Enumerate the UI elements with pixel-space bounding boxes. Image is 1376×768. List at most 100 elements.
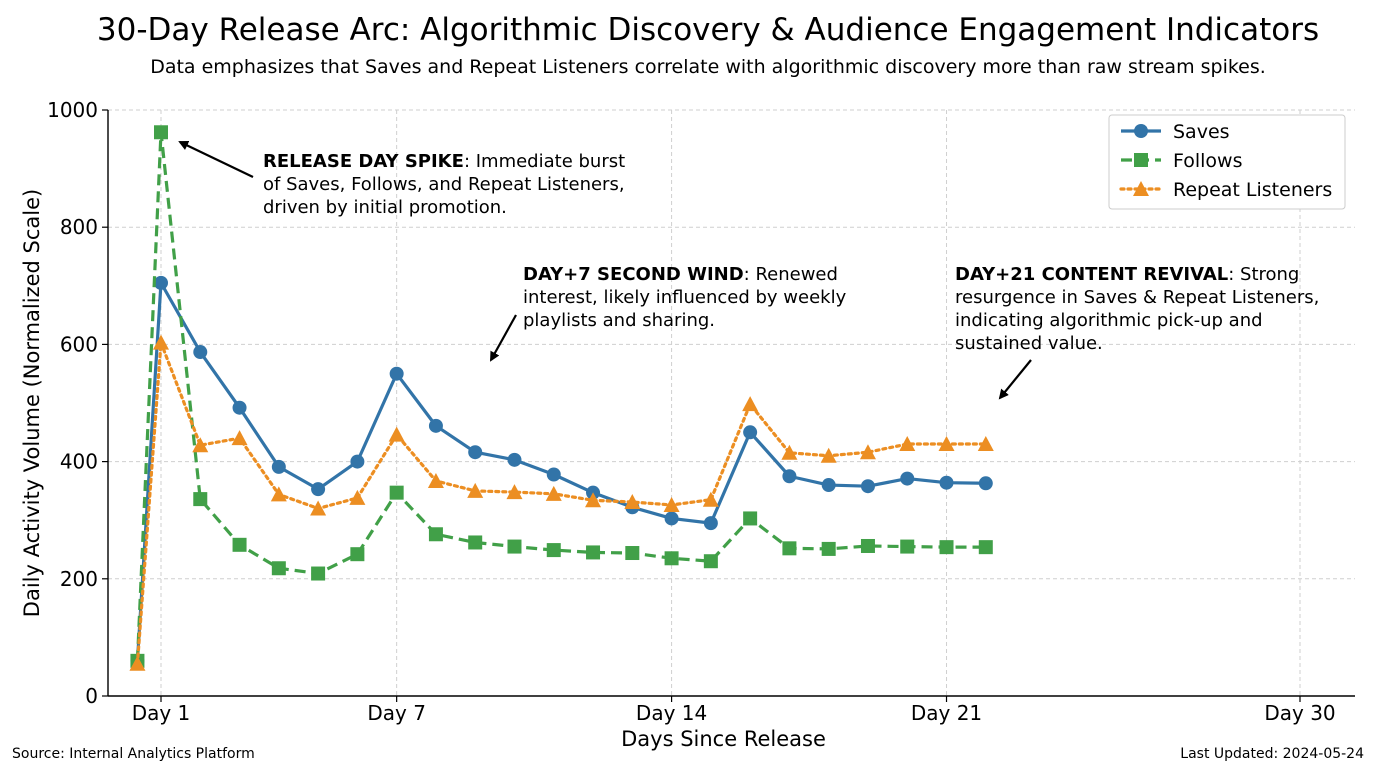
annotation-text: RELEASE DAY SPIKE: Immediate burst of Sav… — [263, 151, 625, 218]
legend-swatch-marker — [1134, 153, 1148, 167]
data-point-repeat-listeners — [859, 444, 876, 460]
data-point-saves — [389, 366, 404, 381]
data-point-follows — [703, 554, 718, 569]
data-point-follows — [978, 540, 993, 555]
data-point-follows — [586, 545, 601, 560]
last-updated-note: Last Updated: 2024-05-24 — [1180, 746, 1364, 762]
data-point-repeat-listeners — [129, 655, 146, 671]
data-point-saves — [664, 511, 679, 526]
data-point-repeat-listeners — [153, 334, 169, 350]
y-tick-label: 1000 — [47, 98, 98, 122]
annotation-title: DAY+21 CONTENT REVIVAL — [955, 264, 1228, 285]
chart-title: 30-Day Release Arc: Algorithmic Discover… — [96, 12, 1320, 48]
data-point-saves — [311, 482, 326, 497]
series — [129, 125, 994, 671]
legend-swatch-marker — [1133, 181, 1149, 196]
data-point-follows — [743, 511, 758, 526]
x-axis-label: Days Since Release — [621, 727, 826, 751]
x-tick-label: Day 30 — [1264, 701, 1335, 725]
data-point-saves — [507, 452, 522, 467]
data-point-saves — [546, 467, 561, 482]
annotation-title: RELEASE DAY SPIKE — [263, 151, 464, 172]
data-point-follows — [939, 540, 954, 555]
annotation-content-revival: DAY+21 CONTENT REVIVAL: Strong resurgence… — [955, 264, 1319, 400]
axes: 0 200 400 600 800 1000 Day 1 Day 7 Day 14 Day 21 D… — [20, 98, 1355, 751]
annotation-line: : Immediate burst — [464, 151, 625, 172]
legend-swatch-marker — [1134, 124, 1148, 138]
data-point-saves — [428, 418, 443, 433]
data-point-repeat-listeners — [270, 486, 287, 502]
legend-item-repeat-listeners: Repeat Listeners — [1119, 179, 1332, 201]
annotation-arrow — [490, 314, 517, 362]
annotation-line: driven by initial promotion. — [263, 197, 507, 218]
data-point-repeat-listeners — [192, 437, 209, 453]
series-saves — [130, 275, 993, 668]
data-point-saves — [978, 476, 993, 491]
source-note: Source: Internal Analytics Platform — [12, 746, 255, 762]
annotation-arrow — [178, 140, 254, 178]
data-point-saves — [232, 400, 247, 415]
annotation-title: DAY+7 SECOND WIND — [523, 264, 744, 285]
data-point-saves — [193, 345, 208, 360]
annotation-line: interest, likely influenced by weekly — [523, 287, 847, 308]
data-point-repeat-listeners — [899, 436, 916, 452]
data-point-repeat-listeners — [820, 447, 837, 463]
annotation-arrow — [998, 359, 1032, 400]
annotation-text: DAY+21 CONTENT REVIVAL: Strong resurgence… — [955, 264, 1319, 354]
data-point-repeat-listeners — [624, 494, 641, 510]
series-line-repeat-listeners — [135, 341, 988, 666]
data-point-repeat-listeners — [742, 396, 759, 412]
data-point-follows — [389, 485, 404, 500]
x-tick-label: Day 14 — [636, 701, 707, 725]
data-point-repeat-listeners — [938, 436, 955, 452]
data-point-follows — [232, 537, 247, 552]
data-point-saves — [271, 459, 286, 474]
annotation-line: sustained value. — [955, 333, 1103, 354]
legend-label: Follows — [1173, 150, 1243, 172]
data-point-follows — [507, 539, 522, 554]
data-point-repeat-listeners — [585, 492, 602, 508]
data-point-follows — [468, 535, 483, 550]
y-tick-label: 0 — [85, 684, 98, 708]
data-point-follows — [546, 543, 561, 558]
data-point-saves — [782, 469, 797, 484]
data-point-follows — [900, 539, 915, 554]
data-point-saves — [350, 454, 365, 469]
data-point-follows — [311, 566, 326, 581]
series-follows — [130, 125, 993, 668]
annotation-second-wind: DAY+7 SECOND WIND: Renewed interest, like… — [490, 264, 847, 362]
data-point-repeat-listeners — [663, 496, 680, 512]
data-point-saves — [939, 475, 954, 490]
data-point-repeat-listeners — [545, 485, 562, 501]
data-point-repeat-listeners — [467, 482, 484, 498]
legend-label: Repeat Listeners — [1173, 179, 1332, 201]
legend-box — [1108, 114, 1346, 210]
legend: Saves Follows Repeat Listeners — [1108, 114, 1346, 210]
series-repeat-listeners — [129, 334, 994, 671]
annotation-line: playlists and sharing. — [523, 310, 715, 331]
data-point-repeat-listeners — [349, 489, 366, 505]
x-tick-label: Day 21 — [911, 701, 982, 725]
data-point-follows — [350, 547, 365, 562]
data-point-follows — [271, 561, 286, 576]
data-point-follows — [782, 541, 797, 556]
data-point-follows — [193, 492, 208, 507]
data-point-follows — [860, 538, 875, 553]
x-tick-label: Day 7 — [367, 701, 426, 725]
data-point-repeat-listeners — [388, 426, 405, 442]
data-point-saves — [468, 445, 483, 460]
data-point-saves — [821, 478, 836, 493]
data-point-follows — [625, 546, 640, 561]
annotation-line: resurgence in Saves & Repeat Listeners, — [955, 287, 1319, 308]
data-point-saves — [154, 275, 168, 290]
x-tick-label: Day 1 — [132, 701, 191, 725]
y-axis-label: Daily Activity Volume (Normalized Scale) — [20, 189, 44, 617]
y-tick-label: 800 — [60, 215, 98, 239]
data-point-follows — [428, 527, 443, 542]
data-point-follows — [154, 125, 168, 140]
legend-label: Saves — [1173, 121, 1230, 143]
y-tick-label: 200 — [60, 567, 98, 591]
annotation-text: DAY+7 SECOND WIND: Renewed interest, like… — [523, 264, 847, 331]
data-point-repeat-listeners — [977, 436, 994, 452]
